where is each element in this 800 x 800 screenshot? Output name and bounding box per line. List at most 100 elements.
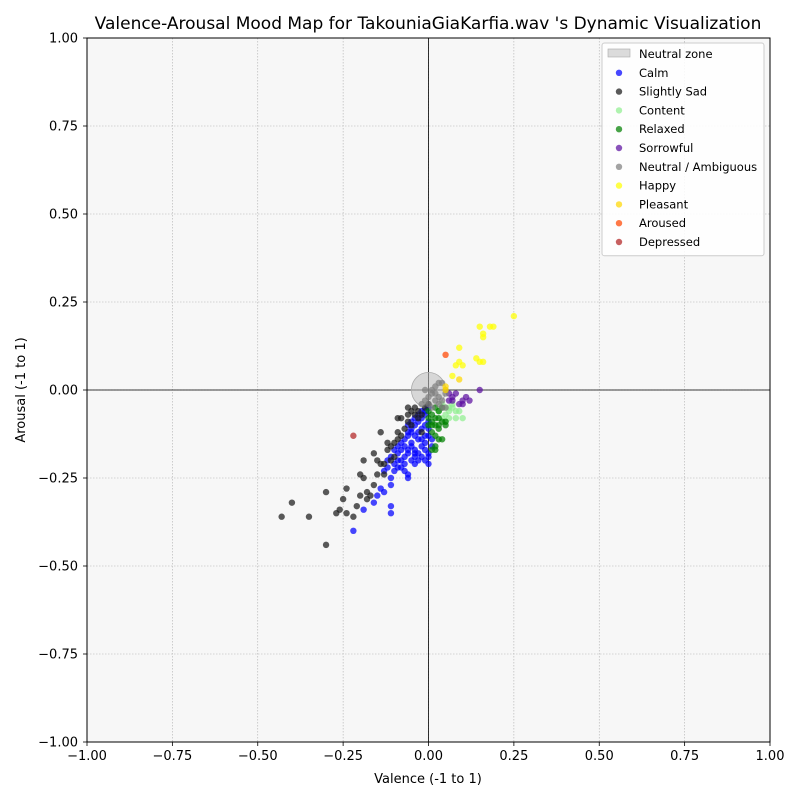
y-tick-label: −1.00: [38, 736, 78, 751]
point-relaxed: [435, 422, 442, 429]
legend-marker-neutral-ambiguous: [615, 163, 623, 170]
point-happy: [479, 334, 487, 341]
point-calm: [387, 474, 395, 482]
legend-marker-slightly-sad: [615, 88, 623, 95]
point-content: [456, 407, 463, 415]
point-slightly-sad: [394, 436, 401, 443]
point-calm: [411, 450, 419, 457]
point-slightly-sad: [418, 429, 425, 436]
point-neutral-ambiguous: [432, 390, 439, 397]
point-happy: [486, 323, 494, 330]
legend-marker-relaxed: [615, 126, 623, 133]
point-calm: [387, 510, 395, 517]
point-neutral-ambiguous: [442, 404, 449, 411]
y-tick-label: −0.75: [38, 648, 78, 663]
y-tick-label: −0.25: [38, 472, 78, 487]
point-sorrowful: [452, 390, 460, 397]
legend-marker-pleasant: [615, 201, 623, 208]
point-slightly-sad: [305, 513, 313, 520]
point-slightly-sad: [370, 450, 378, 457]
legend-label-slightly-sad: Slightly Sad: [639, 85, 707, 99]
point-happy: [456, 344, 463, 351]
point-sorrowful: [445, 397, 453, 404]
legend-label-content: Content: [639, 103, 685, 117]
y-tick-label: 0.25: [49, 296, 78, 311]
point-content: [452, 414, 460, 422]
point-slightly-sad: [336, 506, 343, 513]
point-neutral-ambiguous: [435, 400, 442, 408]
legend-label-relaxed: Relaxed: [639, 122, 685, 136]
x-tick-label: 0.00: [414, 749, 443, 764]
point-slightly-sad: [360, 457, 367, 464]
y-axis-ticks: −1.00 −0.75 −0.50 −0.25 0.00 0.25 0.50 0.75 1.00: [38, 32, 87, 751]
data-points: [278, 312, 518, 549]
point-happy: [476, 323, 483, 330]
point-slightly-sad: [288, 499, 296, 506]
point-calm: [387, 502, 395, 510]
point-relaxed: [442, 418, 449, 425]
legend-marker-calm: [615, 69, 623, 77]
point-calm: [374, 492, 381, 499]
legend-label-depressed: Depressed: [639, 235, 700, 249]
point-slightly-sad: [377, 429, 384, 436]
point-happy: [459, 362, 466, 369]
point-pleasant: [442, 386, 449, 394]
x-tick-label: 0.25: [499, 749, 528, 764]
x-tick-label: 0.75: [670, 749, 699, 764]
point-slightly-sad: [404, 418, 412, 425]
point-calm: [401, 443, 408, 450]
point-relaxed: [438, 436, 446, 443]
point-slightly-sad: [397, 414, 405, 422]
point-calm: [370, 499, 378, 506]
point-calm: [425, 460, 432, 468]
point-happy: [452, 362, 460, 369]
legend-swatch-neutral-zone: [607, 48, 631, 58]
point-neutral-ambiguous: [418, 400, 425, 408]
point-slightly-sad: [322, 488, 330, 496]
point-slightly-sad: [411, 411, 419, 418]
point-slightly-sad: [278, 513, 285, 520]
legend-marker-content: [615, 107, 623, 114]
x-axis-ticks: −1.00 −0.75 −0.50 −0.25 0.00 0.25 0.50 0.75 1.00: [67, 742, 784, 764]
point-slightly-sad: [322, 541, 330, 549]
point-slightly-sad: [350, 513, 357, 520]
point-slightly-sad: [380, 460, 388, 468]
point-neutral-ambiguous: [421, 386, 429, 394]
point-slightly-sad: [343, 485, 350, 492]
point-relaxed: [432, 443, 439, 450]
point-slightly-sad: [374, 471, 381, 478]
point-calm: [387, 481, 395, 489]
point-happy: [479, 358, 487, 366]
x-tick-label: −0.25: [323, 749, 363, 764]
y-axis-label: Arousal (-1 to 1): [14, 337, 29, 442]
point-calm: [350, 527, 357, 534]
point-slightly-sad: [353, 502, 360, 510]
point-slightly-sad: [391, 453, 398, 461]
legend-marker-happy: [615, 182, 623, 189]
point-calm: [404, 450, 412, 457]
legend-label-neutral-ambiguous: Neutral / Ambiguous: [639, 160, 757, 174]
y-tick-label: 0.50: [49, 208, 78, 223]
point-slightly-sad: [370, 481, 378, 489]
y-tick-label: 1.00: [49, 32, 78, 47]
point-sorrowful: [459, 400, 466, 408]
point-neutral-ambiguous: [428, 404, 436, 411]
point-calm: [360, 506, 367, 513]
legend-box: [601, 42, 765, 257]
point-slightly-sad: [401, 425, 408, 432]
point-calm: [377, 485, 384, 492]
x-tick-label: 0.50: [585, 749, 614, 764]
legend-marker-aroused: [615, 220, 623, 227]
x-tick-label: −0.75: [152, 749, 192, 764]
point-happy: [510, 312, 518, 320]
point-slightly-sad: [343, 510, 350, 517]
point-slightly-sad: [380, 471, 388, 478]
point-calm: [404, 474, 412, 482]
x-axis-label: Valence (-1 to 1): [374, 772, 482, 787]
legend-label-neutral-zone: Neutral zone: [639, 47, 713, 61]
x-tick-label: −0.50: [238, 749, 278, 764]
point-calm: [415, 436, 422, 443]
y-tick-label: 0.00: [49, 384, 78, 399]
y-tick-label: 0.75: [49, 120, 78, 135]
